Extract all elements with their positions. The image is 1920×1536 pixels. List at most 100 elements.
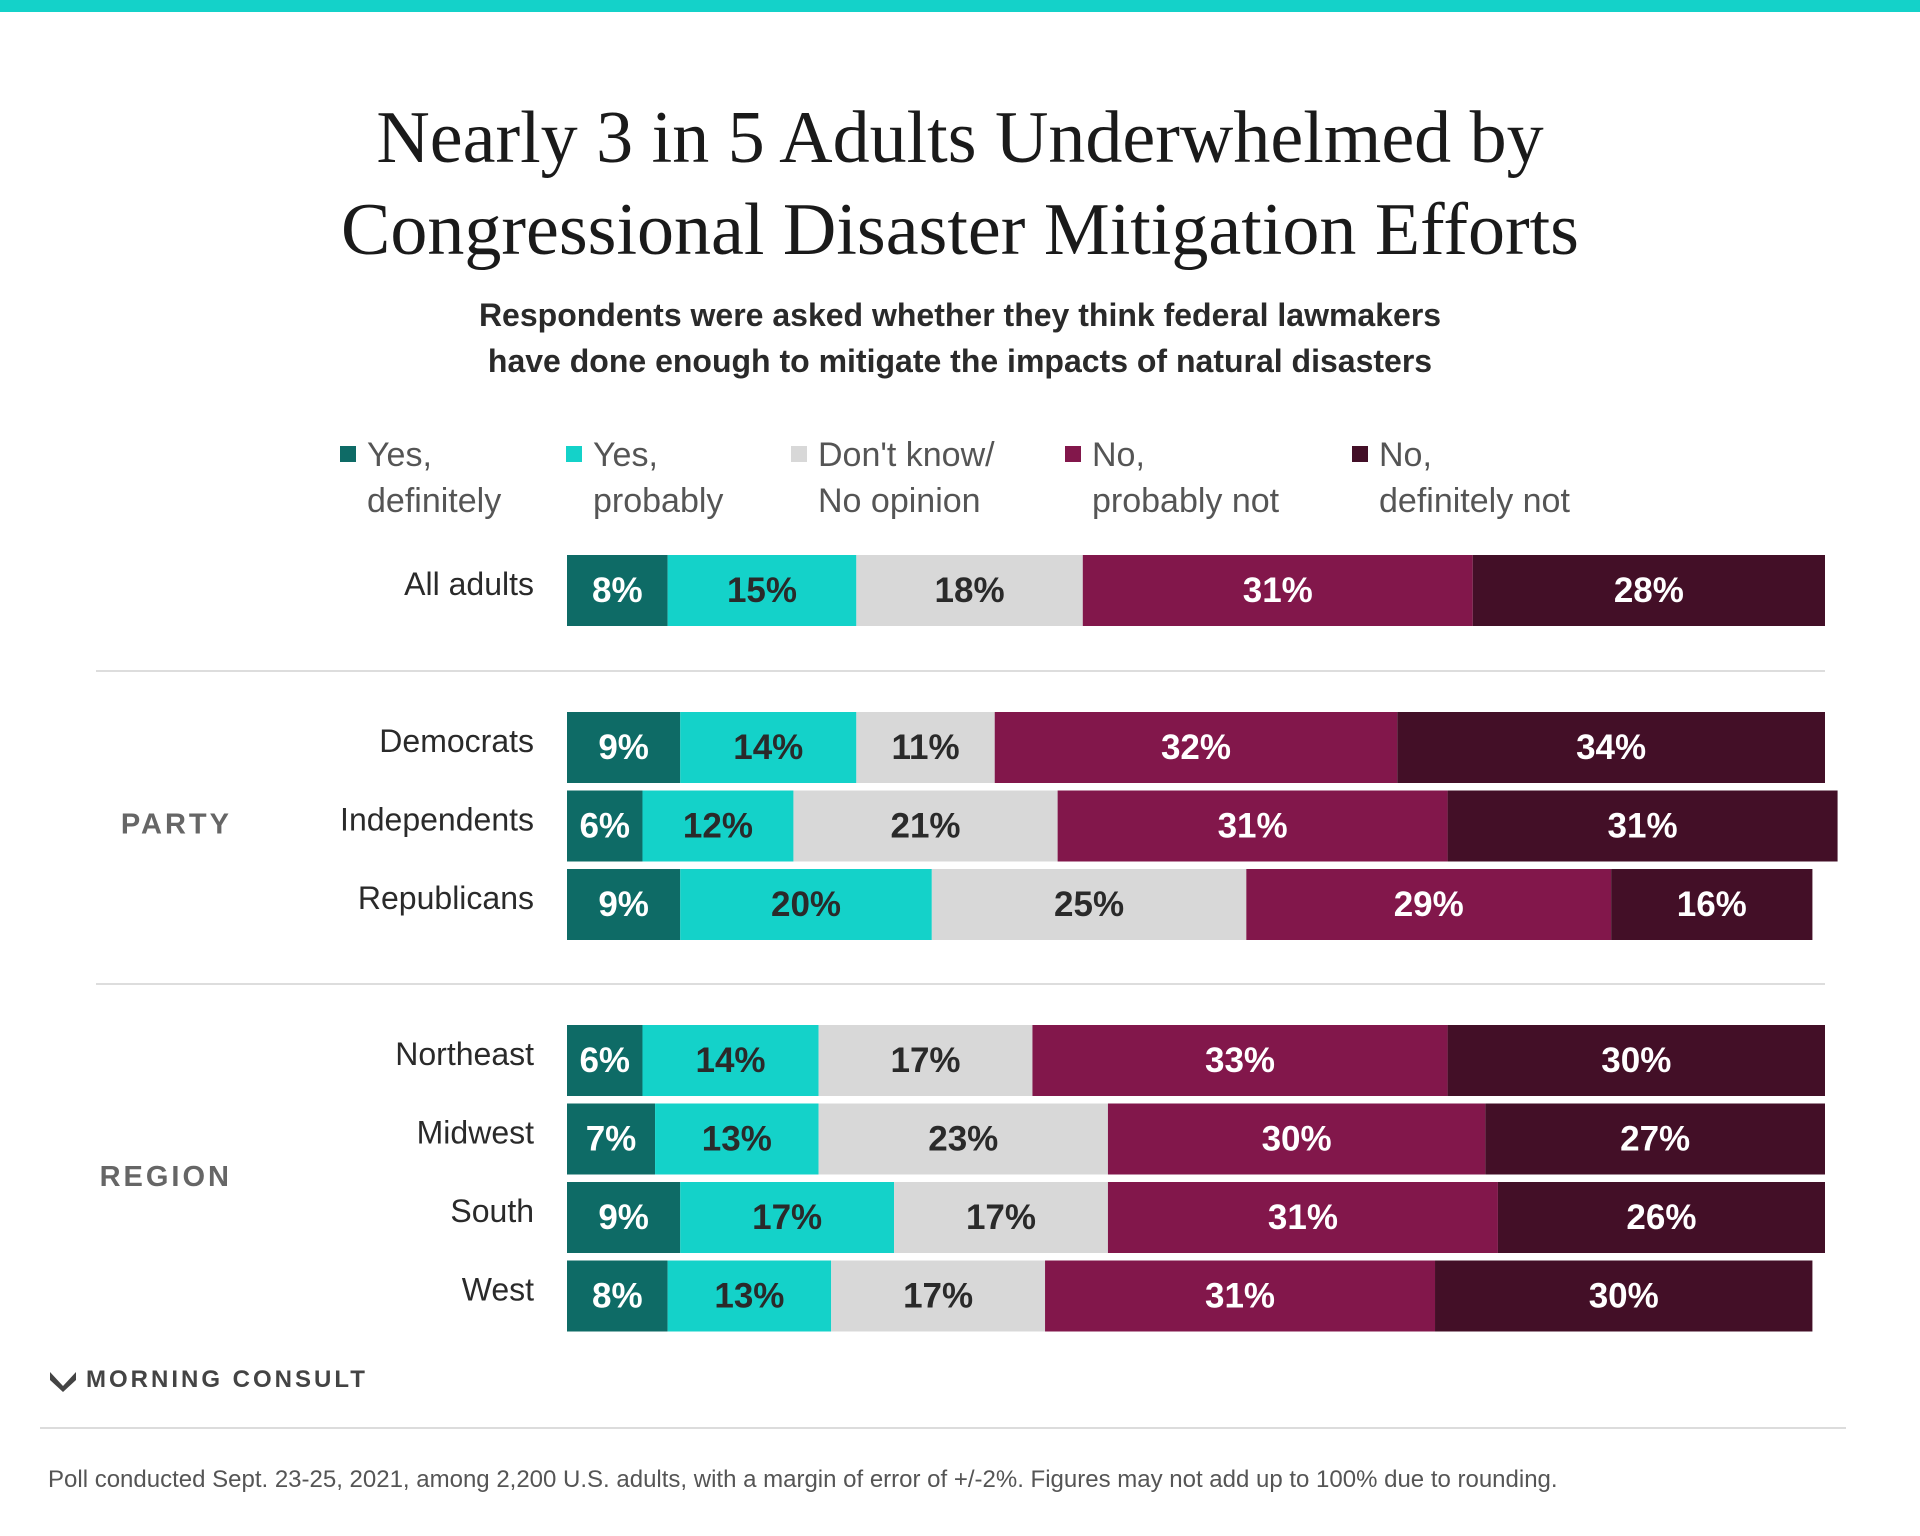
footnote: Poll conducted Sept. 23-25, 2021, among … [48,1466,1558,1493]
data-label: 33% [1205,1041,1275,1080]
data-label: 18% [935,571,1005,610]
bar-segment [567,555,668,626]
bar-segment [1447,790,1838,862]
morning-consult-logo-icon [50,1372,76,1392]
data-label: 17% [966,1198,1036,1237]
data-label: 7% [586,1119,637,1158]
bar-segment [1057,790,1448,862]
bar-segment [1032,1025,1448,1096]
bar-segment [931,869,1247,940]
data-label: 31% [1268,1198,1338,1237]
data-label: 31% [1218,806,1288,845]
legend-swatch [791,446,807,462]
bar-segment [567,790,643,862]
category-label: West [462,1271,534,1307]
bar-segment [680,712,857,783]
bar-segment [856,712,995,783]
bar-segment [1497,1182,1825,1253]
bar-segment [1045,1260,1436,1332]
bar-segment [680,869,932,940]
bar-segment [567,1260,668,1332]
bar-segment [793,790,1058,862]
data-label: 17% [752,1198,822,1237]
data-label: 31% [1243,571,1313,610]
bar-segment [1107,1103,1486,1175]
legend-label: Yes, definitely [367,436,502,520]
top-accent-bar [0,0,1920,12]
data-label: 21% [890,806,960,845]
subtitle-line-1: Respondents were asked whether they thin… [478,297,1442,333]
data-label: 8% [592,571,643,610]
bar-segment [667,555,857,626]
bar-segment [856,555,1083,626]
data-label: 9% [598,1198,649,1237]
category-label: Midwest [417,1114,534,1150]
bar-segment [567,712,681,783]
bar-segment [667,1260,832,1332]
bar-segment [1485,1103,1825,1175]
data-label: 28% [1614,571,1684,610]
data-label: 12% [683,806,753,845]
bar-segment [1435,1260,1813,1332]
data-label: 34% [1576,728,1646,767]
bar-segment [831,1260,1046,1332]
data-label: 6% [579,1041,630,1080]
group-label: PARTY [121,809,232,841]
data-label: 30% [1262,1119,1332,1158]
group-label: REGION [100,1161,232,1193]
data-label: 23% [928,1119,998,1158]
data-label: 29% [1394,885,1464,924]
data-label: 11% [891,728,959,767]
bar-segment [1447,1025,1825,1096]
data-label: 30% [1589,1276,1659,1315]
bar-segment [642,790,794,862]
data-label: 8% [592,1276,643,1315]
legend-swatch [1065,446,1081,462]
data-label: 13% [702,1119,772,1158]
data-label: 17% [890,1041,960,1080]
data-label: 31% [1608,806,1678,845]
bar-segment [1397,712,1825,783]
data-label: 16% [1677,885,1747,924]
data-label: 20% [771,885,841,924]
data-label: 15% [727,571,797,610]
data-label: 14% [696,1041,766,1080]
bar-segment [567,1103,656,1175]
data-label: 9% [598,885,649,924]
bar-segment [567,1025,643,1096]
bar-segment [567,869,681,940]
category-label: All adults [404,566,534,602]
legend-swatch [1352,446,1368,462]
footer-logo-text: MORNING CONSULT [86,1366,368,1393]
legend-label: Don't know/ No opinion [818,436,995,520]
category-label: South [450,1193,534,1229]
data-label: 30% [1601,1041,1671,1080]
legend-label: No, definitely not [1379,436,1570,520]
bar-segment [1472,555,1825,626]
bar-segment [1611,869,1813,940]
chart-title: Nearly 3 in 5 Adults Underwhelmed by Con… [0,92,1920,276]
data-label: 27% [1620,1119,1690,1158]
bar-segment [655,1103,819,1175]
category-label: Independents [340,801,534,837]
legend-label: Yes, probably [593,436,724,520]
title-line-1: Nearly 3 in 5 Adults Underwhelmed by [376,97,1544,179]
legend-label: No, probably not [1092,436,1280,520]
bar-segment [680,1182,895,1253]
data-label: 6% [579,806,630,845]
data-label: 9% [598,728,649,767]
category-label: Northeast [395,1036,534,1072]
data-label: 17% [903,1276,973,1315]
bar-segment [894,1182,1108,1253]
bar-segment [994,712,1398,783]
legend-swatch [340,446,356,462]
bar-segment [818,1103,1108,1175]
footer-divider [40,1427,1846,1429]
data-label: 31% [1205,1276,1275,1315]
title-line-2: Congressional Disaster Mitigation Effort… [341,189,1579,271]
data-label: 32% [1161,728,1231,767]
bar-segment [1246,869,1612,940]
data-label: 14% [733,728,803,767]
data-label: 26% [1626,1198,1696,1237]
bar-segment [818,1025,1033,1096]
